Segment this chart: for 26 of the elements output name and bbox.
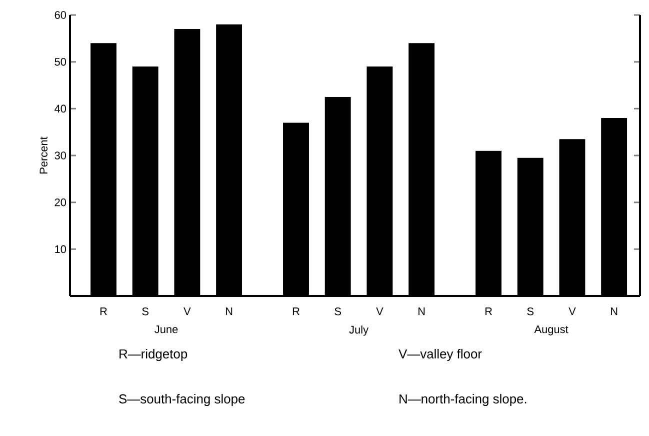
- y-tick-label: 50: [54, 58, 66, 66]
- text: V—valley floor: [398, 348, 482, 362]
- x-tick-label: N: [418, 308, 425, 316]
- x-tick-label: R: [485, 308, 492, 316]
- y-tick-label: 60: [54, 11, 66, 19]
- x-tick-label: V: [376, 308, 384, 316]
- y-tick-label: 20: [54, 198, 66, 206]
- x-tick-label: S: [334, 308, 341, 316]
- y-tick-label: 30: [54, 152, 66, 160]
- x-tick-label: R: [100, 308, 107, 316]
- text: N—north-facing slope.: [400, 394, 526, 406]
- y-tick-label: 10: [55, 245, 66, 254]
- x-tick-label: V: [184, 308, 191, 316]
- x-tick-label: S: [527, 308, 534, 316]
- text: S—south-facing slope: [119, 394, 245, 406]
- y-axis-title: Percent: [40, 136, 48, 174]
- text: R—ridgetop: [120, 348, 188, 362]
- x-tick-label: V: [568, 308, 576, 316]
- y-tick-label: 40: [54, 104, 66, 113]
- x-tick-label: S: [142, 308, 148, 316]
- text: July: [349, 326, 368, 336]
- x-tick-label: N: [226, 308, 232, 316]
- x-tick-label: R: [292, 308, 300, 316]
- x-tick-label: N: [611, 308, 618, 316]
- text: August: [534, 326, 568, 336]
- text: June: [154, 326, 178, 334]
